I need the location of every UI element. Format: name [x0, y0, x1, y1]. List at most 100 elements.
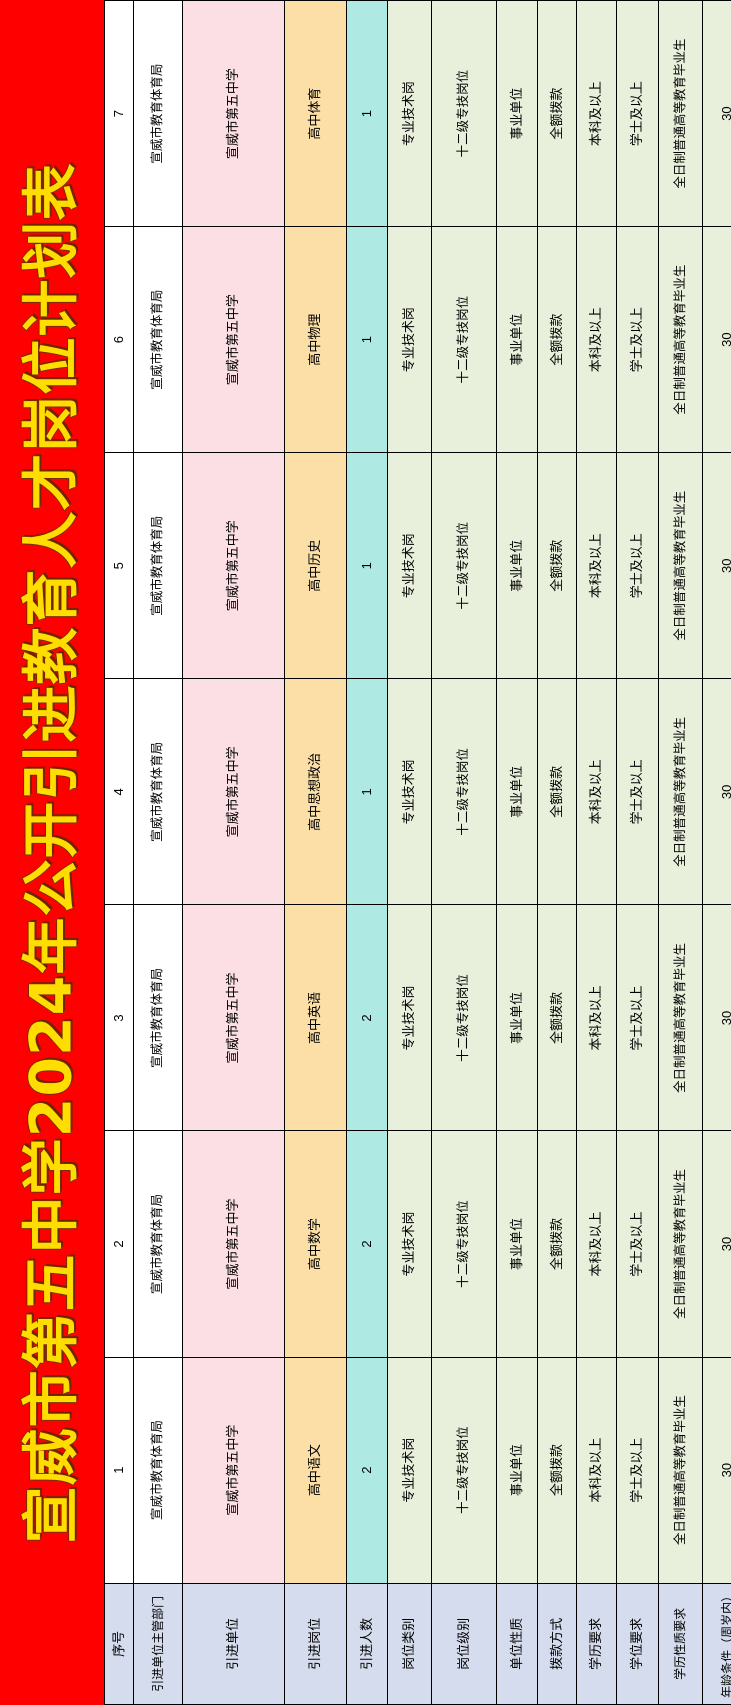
table-cell: 全日制普通高等教育毕业生: [658, 452, 703, 679]
table-cell: 十二级专技岗位: [431, 226, 497, 453]
table-cell: 1: [346, 678, 388, 905]
table-cell: 专业技术岗: [387, 678, 432, 905]
table-cell: 宣威市第五中学: [182, 1357, 285, 1584]
page-title: 宣威市第五中学2024年公开引进教育人才岗位计划表: [18, 162, 85, 1543]
table-cell: 高中英语: [284, 904, 347, 1131]
table-cell: 学士及以上: [616, 226, 659, 453]
table-cell: 全额拨款: [537, 1131, 577, 1358]
table-cell: 高中体育: [284, 0, 347, 227]
column-header: 学历要求: [576, 1583, 617, 1705]
table-cell: 本科及以上: [576, 226, 617, 453]
table-cell: 全额拨款: [537, 904, 577, 1131]
column-header: 拨款方式: [537, 1583, 577, 1705]
table-cell: 宣威市教育体育局: [133, 1131, 183, 1358]
table-row: 拨款方式 全额拨款 全额拨款 全额拨款 全额拨款 全额拨款 全额拨款 全额拨款: [537, 0, 577, 1705]
table-cell: 全额拨款: [537, 1357, 577, 1584]
column-header: 引进人数: [346, 1583, 388, 1705]
table-cell: 宣威市第五中学: [182, 904, 285, 1131]
table-cell: 2: [346, 1357, 388, 1584]
table-cell: 高中数学: [284, 1131, 347, 1358]
table-cell: 30: [702, 0, 731, 227]
column-header: 岗位类别: [387, 1583, 432, 1705]
table-cell: 30: [702, 452, 731, 679]
table-cell: 事业单位: [496, 226, 538, 453]
table-row: 岗位级别 十二级专技岗位 十二级专技岗位 十二级专技岗位 十二级专技岗位 十二级专技岗位十…: [431, 0, 497, 1705]
table-cell: 全日制普通高等教育毕业生: [658, 226, 703, 453]
table-cell: 2: [104, 1131, 134, 1358]
table-cell: 全日制普通高等教育毕业生: [658, 904, 703, 1131]
table-cell: 高中物理: [284, 226, 347, 453]
table-cell: 十二级专技岗位: [431, 0, 497, 227]
plan-table-wrapper: 序号 1 2 3 4 5 6 7 引进单位主管部门 宣威市教育体育局 宣威市教育体育局 宣威市教育体育…: [104, 0, 731, 1705]
table-cell: 全日制普通高等教育毕业生: [658, 1131, 703, 1358]
title-banner: 宣威市第五中学2024年公开引进教育人才岗位计划表: [0, 0, 104, 1705]
table-cell: 事业单位: [496, 904, 538, 1131]
column-header: 引进单位: [182, 1583, 285, 1705]
table-cell: 本科及以上: [576, 452, 617, 679]
table-cell: 1: [346, 0, 388, 227]
table-cell: 专业技术岗: [387, 452, 432, 679]
table-cell: 高中历史: [284, 452, 347, 679]
table-cell: 2: [346, 1131, 388, 1358]
table-cell: 专业技术岗: [387, 226, 432, 453]
table-cell: 宣威市第五中学: [182, 1131, 285, 1358]
table-cell: 学士及以上: [616, 1357, 659, 1584]
table-cell: 本科及以上: [576, 904, 617, 1131]
table-cell: 本科及以上: [576, 1131, 617, 1358]
table-cell: 30: [702, 1357, 731, 1584]
table-cell: 宣威市教育体育局: [133, 678, 183, 905]
table-cell: 专业技术岗: [387, 0, 432, 227]
table-cell: 十二级专技岗位: [431, 1131, 497, 1358]
column-header: 学历性质要求: [658, 1583, 703, 1705]
table-cell: 本科及以上: [576, 1357, 617, 1584]
table-row: 单位性质 事业单位 事业单位 事业单位 事业单位 事业单位 事业单位 事业单位: [496, 0, 538, 1705]
table-cell: 30: [702, 904, 731, 1131]
column-header: 学位要求: [616, 1583, 659, 1705]
table-cell: 事业单位: [496, 1357, 538, 1584]
table-cell: 宣威市教育体育局: [133, 1357, 183, 1584]
table-cell: 十二级专技岗位: [431, 1357, 497, 1584]
column-header: 引进单位主管部门: [133, 1583, 183, 1705]
table-row: 岗位类别 专业技术岗 专业技术岗 专业技术岗 专业技术岗 专业技术岗 专业技术岗 专业技术岗: [387, 0, 432, 1705]
column-header: 引进岗位: [284, 1583, 347, 1705]
table-cell: 宣威市教育体育局: [133, 452, 183, 679]
table-cell: 事业单位: [496, 452, 538, 679]
table-cell: 7: [104, 0, 134, 227]
table-cell: 宣威市教育体育局: [133, 0, 183, 227]
table-cell: 学士及以上: [616, 678, 659, 905]
table-cell: 宣威市教育体育局: [133, 226, 183, 453]
table-cell: 本科及以上: [576, 0, 617, 227]
table-cell: 学士及以上: [616, 904, 659, 1131]
table-cell: 2: [346, 904, 388, 1131]
table-cell: 5: [104, 452, 134, 679]
table-cell: 高中思想政治: [284, 678, 347, 905]
table-cell: 宣威市第五中学: [182, 678, 285, 905]
table-cell: 十二级专技岗位: [431, 452, 497, 679]
table-row: 引进人数 2 2 2 1 1 1 1: [346, 0, 388, 1705]
table-row: 引进单位 宣威市第五中学 宣威市第五中学 宣威市第五中学 宣威市第五中学 宣威市第五中学宣…: [182, 0, 285, 1705]
table-cell: 3: [104, 904, 134, 1131]
table-cell: 30: [702, 226, 731, 453]
table-row: 学历要求 本科及以上 本科及以上 本科及以上 本科及以上 本科及以上 本科及以上 本科及以上: [576, 0, 617, 1705]
table-cell: 全额拨款: [537, 0, 577, 227]
table-cell: 专业技术岗: [387, 1357, 432, 1584]
table-cell: 专业技术岗: [387, 904, 432, 1131]
table-cell: 宣威市教育体育局: [133, 904, 183, 1131]
table-cell: 6: [104, 226, 134, 453]
column-header: 序号: [104, 1583, 134, 1705]
table-cell: 专业技术岗: [387, 1131, 432, 1358]
table-row: 引进单位主管部门 宣威市教育体育局 宣威市教育体育局 宣威市教育体育局 宣威市教育体育局…: [133, 0, 183, 1705]
table-cell: 1: [346, 452, 388, 679]
column-header: 岗位级别: [431, 1583, 497, 1705]
plan-table-rotator: 序号 1 2 3 4 5 6 7 引进单位主管部门 宣威市教育体育局 宣威市教育体育局 宣威市教育体育…: [104, 0, 731, 1705]
table-row: 序号 1 2 3 4 5 6 7: [104, 0, 134, 1705]
table-cell: 本科及以上: [576, 678, 617, 905]
table-cell: 十二级专技岗位: [431, 678, 497, 905]
table-row: 引进岗位 高中语文 高中数学 高中英语 高中思想政治 高中历史 高中物理 高中体育: [284, 0, 347, 1705]
recruitment-plan-table: 序号 1 2 3 4 5 6 7 引进单位主管部门 宣威市教育体育局 宣威市教育体育局 宣威市教育体育…: [104, 0, 731, 1705]
table-cell: 全额拨款: [537, 452, 577, 679]
table-cell: 30: [702, 1131, 731, 1358]
table-cell: 学士及以上: [616, 452, 659, 679]
table-cell: 高中语文: [284, 1357, 347, 1584]
table-body: 序号 1 2 3 4 5 6 7 引进单位主管部门 宣威市教育体育局 宣威市教育体育局 宣威市教育体育…: [104, 0, 731, 1705]
